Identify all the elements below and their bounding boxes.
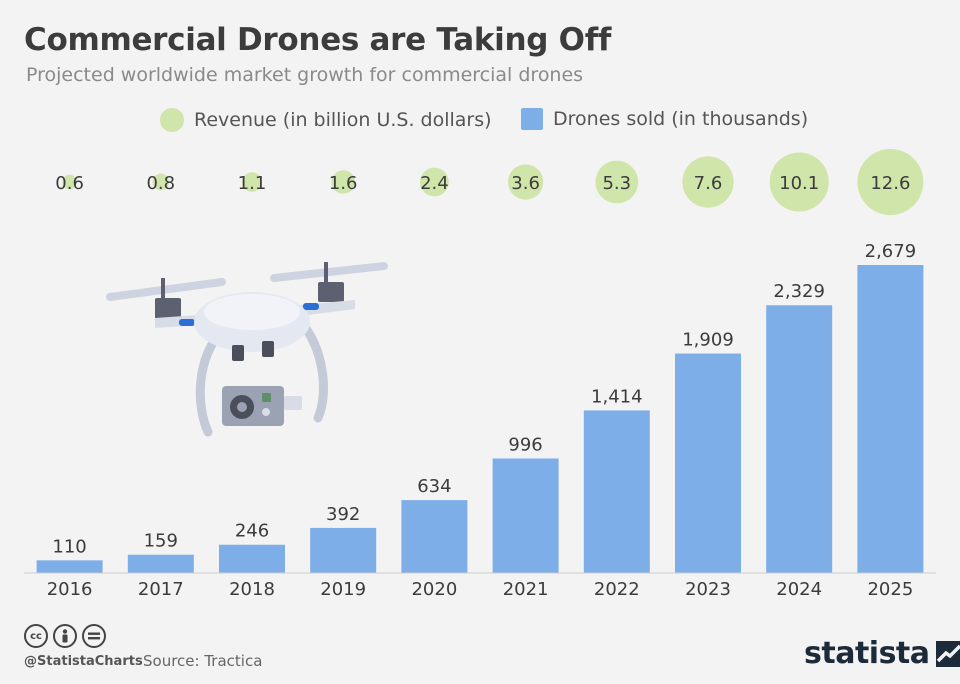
legend-bubble-swatch (160, 108, 184, 132)
legend-item-revenue: Revenue (in billion U.S. dollars) (160, 108, 492, 132)
revenue-bubble-2020 (419, 167, 449, 197)
x-tick-label: 2020 (411, 579, 457, 600)
bar-value-label: 1,414 (591, 386, 643, 407)
revenue-bubble-2022 (595, 160, 639, 204)
x-tick-label: 2018 (229, 579, 275, 600)
revenue-value-label: 7.6 (694, 173, 723, 194)
cc-icon: cc (24, 624, 48, 648)
x-tick-label: 2021 (503, 579, 549, 600)
x-tick-label: 2016 (47, 579, 93, 600)
bar-value-label: 634 (417, 476, 451, 497)
legend-bar-swatch (521, 108, 543, 130)
revenue-value-label: 3.6 (511, 173, 540, 194)
revenue-bubble-2017 (152, 173, 170, 191)
nd-icon (82, 624, 106, 648)
revenue-bubble-2023 (682, 156, 734, 208)
revenue-value-label: 12.6 (870, 173, 910, 194)
bar-2019 (310, 527, 377, 573)
revenue-bubble-2016 (62, 174, 77, 190)
bar-value-label: 2,329 (773, 281, 825, 302)
drone-illustration (106, 262, 388, 437)
bar-value-label: 159 (144, 531, 178, 552)
x-axis-labels: 2016 2017 2018 2019 2020 2021 2022 2023 2024 2025 (47, 579, 914, 600)
chart-subtitle: Projected worldwide market growth for co… (26, 64, 584, 86)
revenue-bubble-2024 (769, 152, 829, 212)
brand-wordmark: statista (804, 636, 930, 671)
revenue-value-label: 5.3 (602, 173, 631, 194)
revenue-value-label: 2.4 (420, 173, 449, 194)
bar-value-label: 1,909 (682, 330, 734, 351)
revenue-value-label: 1.6 (329, 173, 358, 194)
bar-2025 (857, 265, 924, 573)
bar-value-label: 996 (508, 434, 542, 455)
bars-group: 110 159 246 392 634 996 1,414 1,909 2,329 2,679 (36, 241, 924, 573)
chart-title: Commercial Drones are Taking Off (24, 22, 612, 58)
x-tick-label: 2024 (776, 579, 822, 600)
bar-2018 (219, 544, 285, 573)
x-tick-label: 2017 (138, 579, 184, 600)
bar-value-label: 110 (52, 536, 86, 557)
revenue-bubble-2019 (331, 170, 355, 194)
bar-value-label: 392 (326, 504, 360, 525)
statista-logo[interactable]: statista (804, 636, 960, 671)
revenue-value-label: 10.1 (779, 173, 819, 194)
bar-2023 (675, 353, 741, 573)
revenue-bubbles: 0.6 0.8 1.1 1.6 2.4 3.6 5.3 7.6 10.1 12.6 (55, 149, 924, 215)
bar-2016 (36, 560, 103, 573)
footer-handle[interactable]: @StatistaCharts (24, 654, 143, 669)
x-tick-label: 2023 (685, 579, 731, 600)
brand-mark-icon (935, 640, 960, 667)
bar-2017 (127, 554, 194, 573)
bar-2024 (766, 305, 833, 573)
revenue-value-label: 0.8 (146, 173, 175, 194)
revenue-value-label: 0.6 (55, 173, 84, 194)
x-tick-label: 2025 (867, 579, 913, 600)
bar-value-label: 2,679 (865, 241, 917, 262)
bar-2021 (492, 458, 559, 573)
x-tick-label: 2022 (594, 579, 640, 600)
footer-source: Source: Tractica (143, 652, 263, 670)
bar-2022 (583, 410, 650, 573)
bar-2020 (401, 500, 468, 573)
revenue-bubble-2025 (857, 149, 924, 215)
revenue-bubble-2018 (242, 172, 262, 192)
legend-label-revenue: Revenue (in billion U.S. dollars) (194, 109, 492, 131)
revenue-value-label: 1.1 (238, 173, 267, 194)
revenue-bubble-2021 (507, 164, 544, 200)
by-icon (53, 624, 77, 648)
legend: Revenue (in billion U.S. dollars) Drones… (0, 108, 960, 138)
bar-value-label: 246 (235, 521, 269, 542)
license-icons: cc (24, 624, 106, 648)
legend-label-drones: Drones sold (in thousands) (553, 108, 809, 130)
legend-item-drones: Drones sold (in thousands) (521, 108, 808, 130)
x-tick-label: 2019 (320, 579, 366, 600)
